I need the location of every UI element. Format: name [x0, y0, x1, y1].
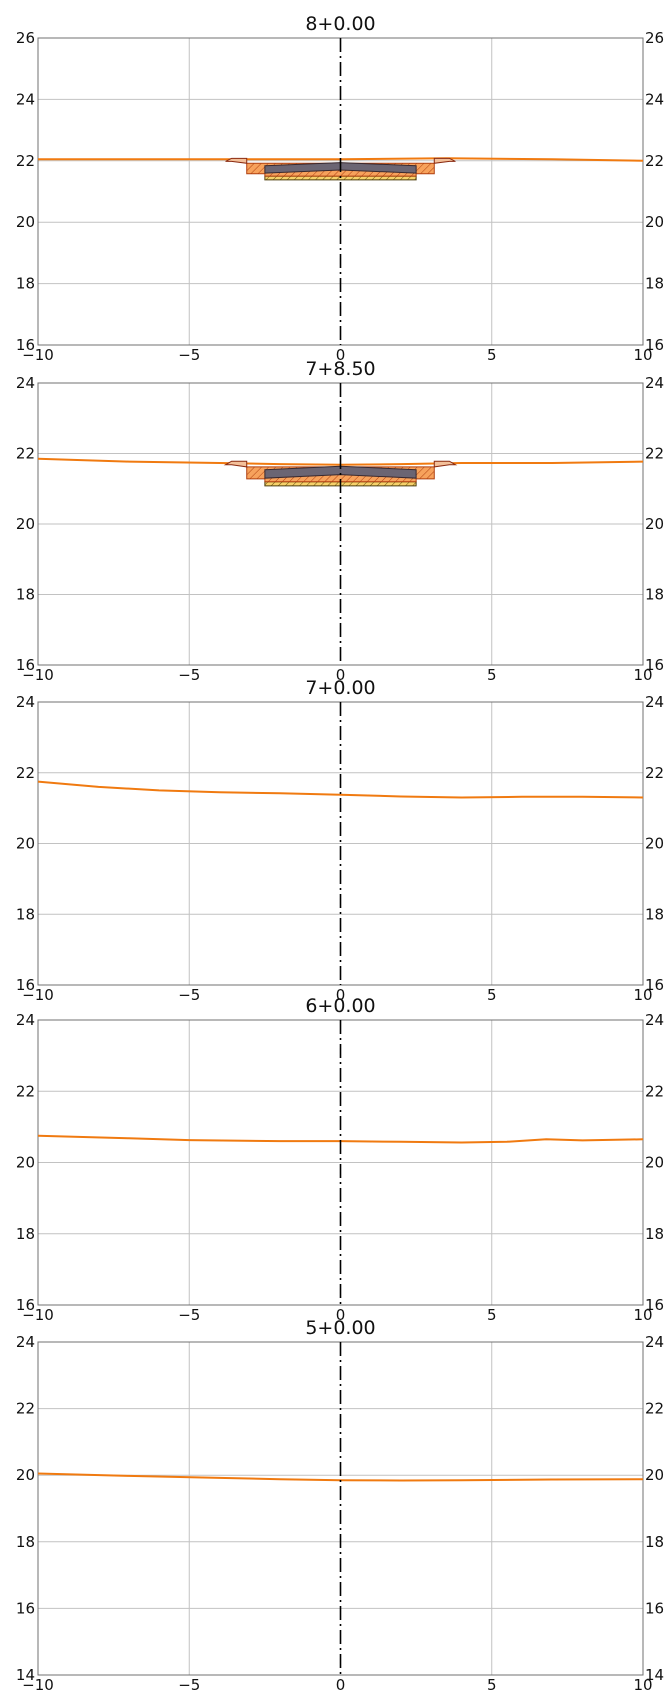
ground-line [38, 157, 644, 162]
ground-line [37, 780, 644, 799]
y-tick-label-right: 18 [645, 586, 664, 604]
x-tick-label: 10 [633, 666, 652, 684]
y-tick-label: 20 [16, 835, 35, 853]
section-title: 7+8.50 [305, 358, 375, 380]
y-tick-label: 24 [16, 374, 35, 392]
y-tick-label-right: 18 [645, 275, 664, 293]
cross-section-panel: 6+0.00 16 16 18 18 20 20 22 22 24 24 −10 −5 0 5 10 [16, 995, 664, 1324]
left-curb [223, 460, 248, 468]
x-tick-label: −5 [178, 1306, 200, 1324]
x-tick-label: −5 [178, 666, 200, 684]
y-tick-label: 20 [16, 1154, 35, 1172]
y-tick-label-right: 24 [645, 1333, 664, 1351]
y-tick-label: 16 [16, 336, 35, 354]
right-curb [433, 460, 458, 468]
x-tick-label: −5 [178, 346, 200, 364]
y-tick-label: 22 [16, 152, 35, 170]
cross-section-panel: 7+0.00 16 16 18 18 20 20 22 22 24 24 −10 −5 0 5 10 [16, 677, 664, 1004]
y-tick-label-right: 16 [645, 1599, 664, 1617]
y-tick-label-right: 22 [645, 1400, 664, 1418]
x-tick-label: 5 [487, 1676, 497, 1694]
x-tick-label: 0 [336, 1306, 346, 1324]
y-tick-label: 24 [16, 1011, 35, 1029]
x-tick-label: 5 [487, 1306, 497, 1324]
right-curb [433, 157, 456, 164]
cross-section-panel: 7+8.50 16 16 18 18 20 20 22 22 24 24 −10 −5 0 5 10 [16, 358, 664, 684]
y-tick-label: 18 [16, 1533, 35, 1551]
x-tick-label: 5 [487, 666, 497, 684]
x-tick-label: −10 [22, 1306, 54, 1324]
y-tick-label: 16 [16, 976, 35, 994]
y-tick-label-right: 24 [645, 1011, 664, 1029]
y-tick-label-right: 22 [645, 152, 664, 170]
y-tick-label-right: 16 [645, 336, 664, 354]
y-tick-label: 24 [16, 90, 35, 108]
left-curb [225, 157, 248, 164]
x-tick-label: 0 [336, 666, 346, 684]
y-tick-label-right: 20 [645, 1466, 664, 1484]
section-title: 5+0.00 [305, 1317, 375, 1339]
y-tick-label-right: 22 [645, 764, 664, 782]
y-tick-label-right: 20 [645, 213, 664, 231]
y-tick-label: 18 [16, 586, 35, 604]
y-tick-label: 24 [16, 1333, 35, 1351]
x-tick-label: −10 [22, 1676, 54, 1694]
y-tick-label-right: 24 [645, 90, 664, 108]
y-tick-label: 22 [16, 1400, 35, 1418]
section-title: 7+0.00 [305, 677, 375, 699]
y-tick-label-right: 18 [645, 905, 664, 923]
cross-section-panel: 8+0.00 16 16 18 18 20 20 22 22 24 24 26 26 −10 −5 0 5 10 [16, 13, 664, 364]
y-tick-label-right: 24 [645, 693, 664, 711]
y-tick-label: 22 [16, 445, 35, 463]
x-tick-label: 10 [633, 1306, 652, 1324]
y-tick-label: 24 [16, 693, 35, 711]
x-tick-label: 10 [633, 986, 652, 1004]
x-tick-label: −10 [22, 346, 54, 364]
x-tick-label: −10 [22, 986, 54, 1004]
x-tick-label: 5 [487, 346, 497, 364]
y-tick-label: 16 [16, 656, 35, 674]
y-tick-label-right: 20 [645, 515, 664, 533]
x-tick-label: 0 [336, 1676, 346, 1694]
y-tick-label-right: 20 [645, 1154, 664, 1172]
y-tick-label-right: 18 [645, 1225, 664, 1243]
y-tick-label: 22 [16, 1082, 35, 1100]
y-tick-label-right: 16 [645, 1296, 664, 1314]
y-tick-label: 14 [16, 1666, 35, 1684]
ground-line [37, 1134, 644, 1144]
x-tick-label: −5 [178, 986, 200, 1004]
x-tick-label: 0 [336, 346, 346, 364]
y-tick-label: 26 [16, 29, 35, 47]
y-tick-label: 16 [16, 1599, 35, 1617]
y-tick-label-right: 22 [645, 445, 664, 463]
y-tick-label: 20 [16, 515, 35, 533]
x-tick-label: −5 [178, 1676, 200, 1694]
x-tick-label: −10 [22, 666, 54, 684]
cross-section-panel: 5+0.00 14 14 16 16 18 18 20 20 22 22 24 24 −10 −5 0 5 10 [16, 1317, 664, 1694]
x-tick-label: 10 [633, 346, 652, 364]
y-tick-label-right: 16 [645, 976, 664, 994]
y-tick-label: 16 [16, 1296, 35, 1314]
x-tick-label: 0 [336, 986, 346, 1004]
y-tick-label: 20 [16, 213, 35, 231]
y-tick-label: 18 [16, 1225, 35, 1243]
y-tick-label: 18 [16, 905, 35, 923]
y-tick-label-right: 26 [645, 29, 664, 47]
y-tick-label-right: 18 [645, 1533, 664, 1551]
y-tick-label: 18 [16, 275, 35, 293]
y-tick-label-right: 20 [645, 835, 664, 853]
y-tick-label-right: 22 [645, 1082, 664, 1100]
section-title: 6+0.00 [305, 995, 375, 1017]
y-tick-label: 20 [16, 1466, 35, 1484]
y-tick-label: 22 [16, 764, 35, 782]
y-tick-label-right: 24 [645, 374, 664, 392]
y-tick-label-right: 16 [645, 656, 664, 674]
section-title: 8+0.00 [305, 13, 375, 35]
y-tick-label-right: 14 [645, 1666, 664, 1684]
x-tick-label: 10 [633, 1676, 652, 1694]
x-tick-label: 5 [487, 986, 497, 1004]
